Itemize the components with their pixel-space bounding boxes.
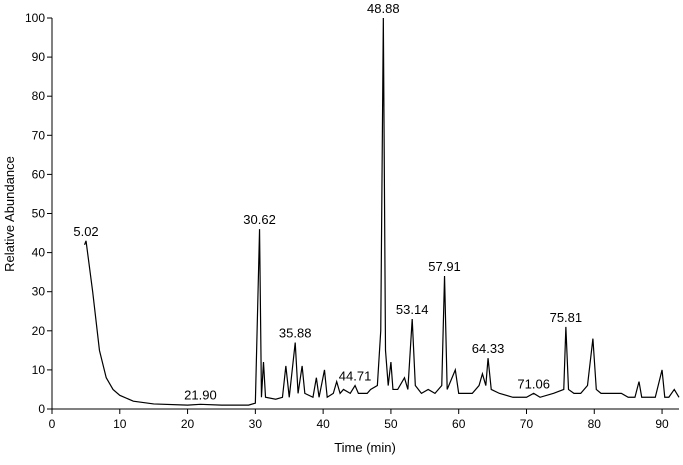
x-tick-label: 30 xyxy=(249,417,263,431)
y-tick-label: 90 xyxy=(32,50,46,64)
peak-label: 64.33 xyxy=(472,341,505,356)
peak-label: 53.14 xyxy=(396,302,429,317)
y-tick-label: 20 xyxy=(32,324,46,338)
peak-label: 5.02 xyxy=(73,224,98,239)
x-tick-label: 0 xyxy=(49,417,56,431)
peak-label: 30.62 xyxy=(243,212,276,227)
y-axis-label: Relative Abundance xyxy=(2,156,17,272)
y-tick-label: 30 xyxy=(32,285,46,299)
x-tick-label: 10 xyxy=(113,417,127,431)
y-tick-label: 80 xyxy=(32,89,46,103)
y-tick-label: 40 xyxy=(32,246,46,260)
x-tick-label: 20 xyxy=(181,417,195,431)
peak-label: 71.06 xyxy=(517,376,550,391)
peak-label: 21.90 xyxy=(184,387,217,402)
x-tick-label: 50 xyxy=(384,417,398,431)
x-tick-label: 70 xyxy=(520,417,534,431)
peak-label: 57.91 xyxy=(428,259,461,274)
y-tick-label: 60 xyxy=(32,167,46,181)
y-tick-label: 100 xyxy=(25,11,45,25)
trace xyxy=(83,17,680,406)
peak-label: 44.71 xyxy=(339,369,372,384)
x-tick-label: 40 xyxy=(316,417,330,431)
peak-label: 75.81 xyxy=(550,310,583,325)
y-tick-label: 0 xyxy=(38,402,45,416)
y-tick-label: 50 xyxy=(32,207,46,221)
x-tick-label: 60 xyxy=(452,417,466,431)
y-tick-label: 10 xyxy=(32,363,46,377)
x-axis-label: Time (min) xyxy=(334,440,396,455)
peak-label: 35.88 xyxy=(279,326,312,341)
peak-label: 48.88 xyxy=(367,1,400,16)
x-tick-label: 90 xyxy=(655,417,669,431)
y-tick-label: 70 xyxy=(32,128,46,142)
x-tick-label: 80 xyxy=(588,417,602,431)
